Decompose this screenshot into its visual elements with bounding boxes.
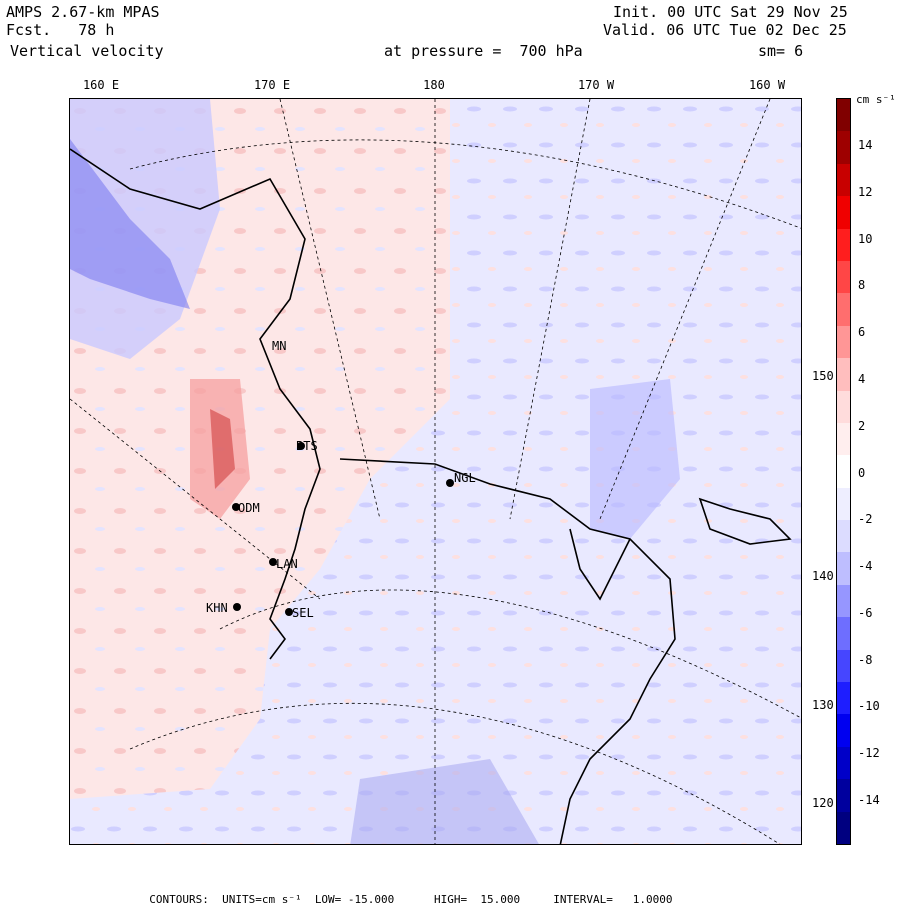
colorbar-tick-label: 6	[858, 325, 866, 340]
colorbar-tick-label: -10	[858, 699, 880, 714]
colorbar-swatch	[837, 131, 850, 165]
colorbar-swatch	[837, 520, 850, 553]
colorbar-tick-label: -6	[858, 605, 873, 620]
station-sel: SEL	[292, 606, 314, 620]
init-time: Init. 00 UTC Sat 29 Nov 25	[613, 3, 848, 21]
coastline	[70, 148, 792, 844]
lon-label-180: 180	[423, 78, 445, 92]
lon-label-160w: 160 W	[748, 78, 786, 92]
lon-label-170w: 170 W	[577, 78, 615, 92]
forecast-hour: Fcst. 78 h	[6, 21, 115, 39]
station-odm: ODM	[238, 501, 260, 515]
colorbar-swatch	[837, 617, 850, 651]
colorbar-swatch	[837, 99, 850, 132]
colorbar-tick-label: -12	[858, 746, 880, 761]
colorbar-tick-label: 0	[858, 465, 866, 480]
colorbar-tick-label: -4	[858, 559, 873, 574]
negative-region-south	[350, 759, 539, 844]
colorbar-tick-label: 4	[858, 371, 866, 386]
colorbar-swatch	[837, 358, 850, 392]
station-khn: KHN	[206, 601, 228, 615]
station-ngl: NGL	[454, 471, 476, 485]
colorbar-swatch	[837, 390, 850, 424]
field-name: Vertical velocity	[10, 42, 164, 60]
colorbar-swatch	[837, 163, 850, 197]
valid-time: Valid. 06 UTC Tue 02 Dec 25	[603, 21, 847, 39]
map-canvas	[70, 99, 801, 844]
colorbar-swatch	[837, 649, 850, 683]
station-lan: LAN	[276, 557, 298, 571]
colorbar-swatch	[837, 682, 850, 715]
colorbar-tick-label: -2	[858, 512, 873, 527]
colorbar-swatch	[837, 552, 850, 586]
lon-label-160e: 160 E	[82, 78, 120, 92]
strong-negative-west	[70, 139, 190, 309]
colorbar-tick-label: 12	[858, 184, 873, 199]
colorbar-swatch	[837, 196, 850, 230]
station-bts: BTS	[296, 439, 318, 453]
colorbar-swatch	[837, 228, 850, 262]
colorbar-swatch	[837, 746, 850, 780]
negative-region-east	[590, 379, 680, 539]
colorbar-swatch	[837, 325, 850, 359]
colorbar-tick-label: -14	[858, 793, 880, 807]
colorbar-unit: cm s⁻¹	[856, 93, 896, 106]
lon-label-170e: 170 E	[253, 78, 291, 92]
colorbar-tick-label: 8	[858, 278, 866, 293]
pressure-level: at pressure = 700 hPa	[384, 42, 583, 60]
colorbar-swatch	[837, 455, 850, 489]
colorbar-tick-label: -8	[858, 652, 873, 667]
colorbar-swatch	[837, 422, 850, 456]
colorbar-tick-label: 14	[858, 138, 873, 152]
colorbar-swatch	[837, 293, 850, 327]
map-panel	[69, 98, 802, 845]
colorbar-swatch	[837, 584, 850, 618]
colorbar-swatch	[837, 260, 850, 294]
graticule	[70, 99, 801, 844]
strong-positive-cell	[210, 409, 235, 489]
colorbar-swatch	[837, 779, 850, 813]
colorbar	[836, 98, 851, 845]
colorbar-swatch	[837, 714, 850, 748]
colorbar-tick-label: 10	[858, 231, 873, 246]
contour-info: CONTOURS: UNITS=cm s⁻¹ LOW= -15.000 HIGH…	[136, 880, 672, 906]
colorbar-tick-label: 2	[858, 418, 866, 433]
colorbar-swatch	[837, 811, 850, 845]
model-title: AMPS 2.67-km MPAS	[6, 3, 160, 21]
station-mn: MN	[272, 339, 287, 353]
smoothing-label: sm= 6	[758, 42, 804, 60]
colorbar-swatch	[837, 487, 850, 521]
